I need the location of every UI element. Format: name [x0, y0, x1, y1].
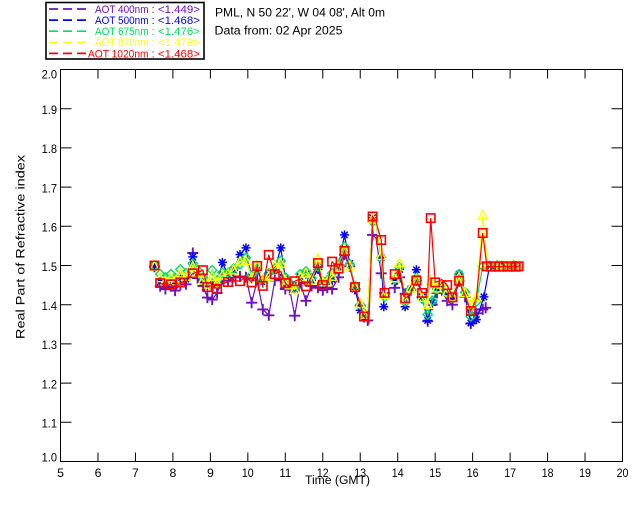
svg-text:1.0: 1.0: [42, 451, 58, 465]
svg-text:Time (GMT): Time (GMT): [305, 473, 370, 487]
svg-text:17: 17: [504, 466, 516, 480]
svg-text:: <1.449>: : <1.449>: [152, 4, 201, 16]
svg-text:AOT 500nm: AOT 500nm: [95, 15, 149, 27]
svg-text:13: 13: [354, 466, 366, 480]
svg-text:1.2: 1.2: [42, 377, 58, 391]
svg-text:15: 15: [429, 466, 441, 480]
svg-text:: <1.476>: : <1.476>: [152, 26, 201, 38]
svg-text:18: 18: [542, 466, 554, 480]
svg-text:: <1.468>: : <1.468>: [152, 15, 201, 27]
svg-text:Real Part of Refractive index: Real Part of Refractive index: [14, 154, 28, 339]
svg-text:7: 7: [132, 466, 139, 480]
svg-text:20: 20: [617, 466, 629, 480]
svg-text:: <1.479>: : <1.479>: [152, 37, 201, 49]
svg-text:14: 14: [392, 466, 404, 480]
svg-text:12: 12: [317, 466, 329, 480]
svg-text:1.6: 1.6: [42, 221, 58, 235]
svg-text:AOT 870nm: AOT 870nm: [95, 37, 149, 49]
svg-text:11: 11: [279, 466, 291, 480]
svg-text:16: 16: [467, 466, 479, 480]
svg-text:1.5: 1.5: [42, 260, 58, 274]
svg-text:1.9: 1.9: [42, 103, 58, 117]
svg-text:: <1.468>: : <1.468>: [152, 48, 201, 60]
svg-text:AOT 675nm: AOT 675nm: [95, 26, 149, 38]
svg-text:6: 6: [95, 466, 102, 480]
svg-text:1.1: 1.1: [42, 417, 58, 431]
svg-text:AOT 400nm: AOT 400nm: [95, 4, 149, 16]
svg-text:1.7: 1.7: [42, 181, 58, 195]
svg-text:2.0: 2.0: [42, 68, 58, 82]
svg-text:8: 8: [169, 466, 176, 480]
svg-text:PML, N 50 22', W 04 08', Alt 0: PML, N 50 22', W 04 08', Alt 0m: [215, 6, 385, 20]
svg-text:9: 9: [207, 466, 214, 480]
svg-text:Data from: 02 Apr 2025: Data from: 02 Apr 2025: [215, 24, 343, 38]
svg-text:1.3: 1.3: [42, 338, 58, 352]
svg-text:5: 5: [57, 466, 64, 480]
svg-text:AOT 1020nm: AOT 1020nm: [88, 48, 149, 60]
svg-text:1.8: 1.8: [42, 142, 58, 156]
svg-text:19: 19: [579, 466, 591, 480]
svg-text:10: 10: [242, 466, 254, 480]
svg-text:1.4: 1.4: [42, 299, 58, 313]
